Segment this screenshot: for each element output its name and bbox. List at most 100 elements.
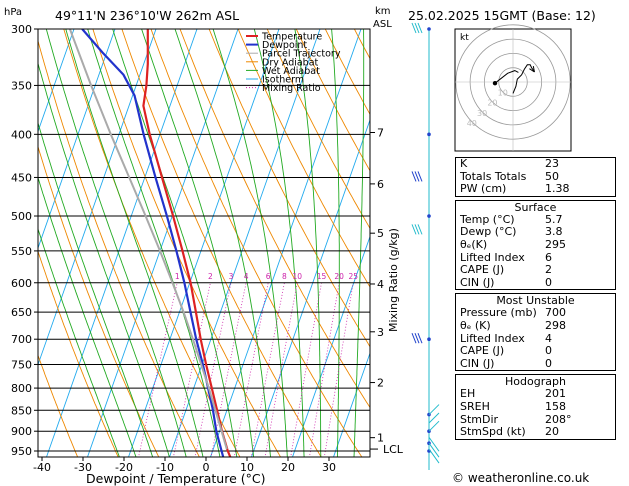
surface-row: θₑ(K) 295: [460, 237, 566, 251]
hodograph-point: [492, 81, 498, 86]
temperature-tick-label: -30: [74, 461, 92, 474]
km-tick-label: 7: [377, 126, 384, 139]
wet-adiabat-line: [65, 29, 204, 457]
mixing-ratio-line: [210, 282, 247, 457]
mixing-ratio-axis-title: Mixing Ratio (g/kg): [387, 228, 400, 332]
mixing-ratio-label: 15: [317, 272, 327, 281]
wet-adiabat-line: [38, 176, 137, 457]
wet-adiabat-line: [174, 29, 271, 457]
pressure-tick-label: 550: [11, 245, 32, 258]
surface-row: Temp (°C) 5.7: [460, 212, 563, 226]
hodograph-arrow-icon: [529, 66, 535, 73]
wind-barb-icon: [428, 420, 440, 432]
dry-adiabat-line: [63, 29, 241, 457]
wind-level-dot: [427, 337, 431, 341]
wind-level-dot: [427, 27, 431, 31]
pressure-tick-label: 700: [11, 333, 32, 346]
surface-box: Surface Temp (°C) 5.7 Dewp (°C) 3.8 θₑ(K) 2…: [455, 199, 616, 291]
mixing-ratio-label: 25: [348, 272, 358, 281]
header-location: 49°11'N 236°10'W 262m ASL: [55, 8, 239, 23]
mu-row: CAPE (J) 0: [460, 344, 552, 358]
pressure-tick-label: 950: [11, 445, 32, 458]
isotherm-line: [292, 235, 370, 457]
pressure-tick-label: 800: [11, 382, 32, 395]
mixing-ratio-line: [233, 282, 269, 457]
dry-adiabat-line: [38, 354, 79, 457]
wind-barb-icon: [428, 448, 440, 464]
pressure-tick-label: 650: [11, 306, 32, 319]
wind-barb-icon: [428, 442, 440, 458]
km-tick-label: 3: [377, 326, 384, 339]
dry-adiabat-line: [92, 29, 282, 457]
mu-row: θₑ (K) 298: [460, 318, 566, 332]
mixing-ratio-line: [309, 282, 340, 457]
wet-adiabat-line: [38, 227, 120, 457]
wet-adiabat-line: [87, 29, 221, 457]
dry-adiabat-line: [237, 29, 370, 288]
surface-row: Dewp (°C) 3.8: [460, 225, 563, 239]
pressure-tick-label: 400: [11, 128, 32, 141]
wind-level-dot: [427, 132, 431, 137]
mixing-ratio-line: [323, 282, 354, 457]
pressure-tick-label: 850: [11, 404, 32, 417]
pressure-tick-label: 450: [11, 171, 32, 184]
asl-label: ASL: [373, 19, 392, 30]
mixing-ratio-line: [250, 282, 285, 457]
wind-barb-icon: [411, 22, 423, 34]
isotherm-line: [87, 29, 239, 457]
isotherm-line: [251, 118, 370, 457]
wind-profile: [411, 22, 440, 470]
wind-barb-icon: [411, 333, 423, 344]
legend-label: Temperature: [261, 32, 322, 43]
stats-panel: K 23 Totals Totals 50 PW (cm) 1.38 Surface …: [455, 157, 616, 443]
dry-adiabat-line: [38, 145, 160, 457]
mixing-ratio-lines: 1 2 3 4 6 8 10 15 20 25: [138, 272, 358, 457]
wind-barb-icon: [411, 171, 423, 182]
wind-barb-icon: [411, 224, 423, 235]
km-tick-label: 5: [377, 227, 384, 240]
wet-adiabat-line: [38, 61, 170, 457]
legend-label: Isotherm: [262, 75, 304, 86]
wind-barb-icon: [428, 404, 440, 415]
mu-row: Pressure (mb) 700: [460, 306, 566, 320]
credit: © weatheronline.co.uk: [452, 471, 589, 485]
wet-adiabat-line: [353, 29, 365, 457]
dry-adiabat-line: [266, 29, 370, 230]
wind-barb-icon: [428, 412, 440, 424]
parcel-trajectory: [68, 29, 228, 450]
wet-adiabat-line: [253, 29, 305, 457]
temperature-tick-label: 30: [322, 461, 336, 474]
pressure-tick-label: 500: [11, 210, 32, 223]
hodograph-title: Hodograph: [505, 375, 566, 389]
lcl-label: LCL: [383, 443, 404, 456]
mixing-ratio-label: 4: [244, 272, 249, 281]
km-tick-label: 6: [377, 178, 384, 191]
mixing-ratio-label: 1: [175, 272, 180, 281]
legend-label: Wet Adiabat: [262, 66, 320, 77]
surface-row: CIN (J) 0: [460, 275, 552, 289]
mu-row: CIN (J) 0: [460, 356, 552, 370]
mixing-ratio-line: [264, 282, 298, 457]
pressure-tick-label: 350: [11, 79, 32, 92]
temperature-tick-label: -40: [33, 461, 51, 474]
mixing-ratio-label: 20: [334, 272, 344, 281]
temperature-tick-label: -20: [115, 461, 133, 474]
temperature-tick-label: 0: [203, 461, 210, 474]
pressure-tick-label: 600: [11, 277, 32, 290]
mu-row: Lifted Index 4: [460, 331, 552, 345]
mixing-ratio-label: 6: [266, 272, 271, 281]
indices-box: K 23 Totals Totals 50 PW (cm) 1.38: [455, 157, 616, 197]
x-axis-title: Dewpoint / Temperature (°C): [86, 471, 265, 486]
temperature-tick-label: 10: [240, 461, 254, 474]
dry-adiabat-lines: [38, 29, 370, 457]
plot-frame: [37, 28, 371, 458]
hodograph-ring-label: 10: [498, 88, 508, 97]
km-label: km: [375, 6, 391, 17]
wet-adiabat-line: [212, 29, 288, 457]
wet-adiabat-line: [112, 29, 238, 457]
legend-label: Dewpoint: [262, 40, 307, 51]
surface-title: Surface: [514, 200, 557, 214]
most-unstable-box: Most Unstable Pressure (mb) 700 θₑ (K) 298…: [455, 293, 616, 372]
